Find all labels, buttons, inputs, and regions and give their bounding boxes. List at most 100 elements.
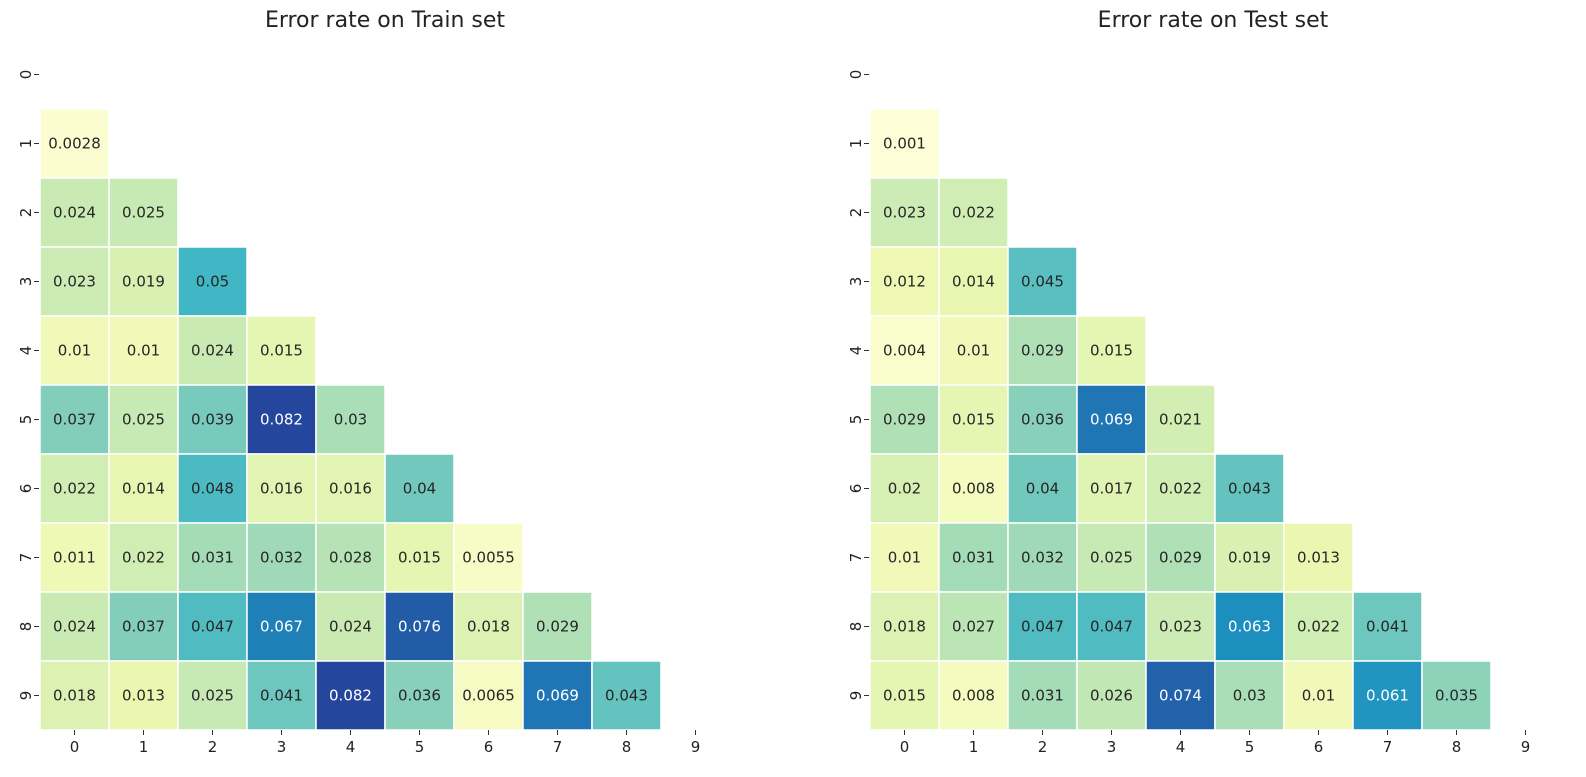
test-chart-title: Error rate on Test set [1097,8,1329,33]
test-cell-r6-c2 [1007,453,1078,524]
test-cell-r8-c1 [938,591,1009,662]
train-cell-r4-c2 [177,315,248,386]
train-y-tick-label: 7 [17,553,35,563]
test-cell-label-r7-c4: 0.029 [1159,549,1202,567]
train-cell-label-r3-c2: 0.05 [196,273,229,291]
train-cell-label-r5-c1: 0.025 [122,411,165,429]
test-cell-label-r3-c2: 0.045 [1021,273,1064,291]
train-chart-title: Error rate on Train set [264,8,506,33]
train-cell-label-r9-c2: 0.025 [191,687,234,705]
test-cell-label-r9-c0: 0.015 [883,687,926,705]
test-y-tick-label: 1 [847,139,865,149]
train-y-tick-label: 3 [17,277,35,287]
train-cell-label-r6-c3: 0.016 [260,480,303,498]
train-cell-label-r7-c0: 0.011 [53,549,96,567]
train-cell-label-r8-c7: 0.029 [536,618,579,636]
test-cell-r6-c3 [1076,453,1147,524]
test-cell-r8-c4 [1145,591,1216,662]
train-cell-label-r2-c0: 0.024 [53,204,96,222]
train-cell-r5-c2 [177,384,248,455]
test-x-tick-label: 3 [1107,738,1117,756]
test-cell-label-r3-c1: 0.014 [952,273,995,291]
train-cell-r9-c2 [177,660,248,731]
test-y-tick-label: 4 [847,346,865,356]
train-cell-r9-c7 [522,660,593,731]
train-cell-r1-c0 [39,108,110,179]
test-y-tick-label: 2 [847,208,865,218]
test-cell-label-r9-c8: 0.035 [1435,687,1478,705]
test-cell-r7-c5 [1214,522,1285,593]
test-cell-label-r6-c4: 0.022 [1159,480,1202,498]
test-cell-r7-c3 [1076,522,1147,593]
test-cell-label-r8-c4: 0.023 [1159,618,1202,636]
train-cell-label-r7-c3: 0.032 [260,549,303,567]
test-cell-r8-c2 [1007,591,1078,662]
train-cell-r6-c3 [246,453,317,524]
test-cell-label-r6-c2: 0.04 [1026,480,1059,498]
train-cell-r6-c0 [39,453,110,524]
train-x-tick-label: 8 [622,738,632,756]
train-cell-r7-c3 [246,522,317,593]
test-x-tick-label: 8 [1452,738,1462,756]
test-cell-label-r5-c2: 0.036 [1021,411,1064,429]
train-cell-r5-c4 [315,384,386,455]
train-x-tick-label: 3 [277,738,287,756]
train-cell-label-r4-c3: 0.015 [260,342,303,360]
test-cell-label-r8-c7: 0.041 [1366,618,1409,636]
test-cell-r6-c0 [869,453,940,524]
test-cell-r9-c0 [869,660,940,731]
test-cell-r2-c0 [869,177,940,248]
test-cell-label-r8-c2: 0.047 [1021,618,1064,636]
train-y-tick-label: 9 [17,691,35,701]
test-y-tick-label: 5 [847,415,865,425]
test-cell-r7-c4 [1145,522,1216,593]
train-cell-r9-c4 [315,660,386,731]
train-heatmap-panel: Error rate on Train set 0.0028 0.024 0.025… [0,0,720,777]
train-cell-label-r6-c1: 0.014 [122,480,165,498]
test-cell-r6-c1 [938,453,1009,524]
train-x-tick-label: 0 [70,738,80,756]
test-cell-label-r7-c5: 0.019 [1228,549,1271,567]
train-cell-r9-c1 [108,660,179,731]
test-cell-label-r4-c0: 0.004 [883,342,926,360]
train-cell-label-r8-c2: 0.047 [191,618,234,636]
train-cell-label-r5-c0: 0.037 [53,411,96,429]
test-cell-r3-c1 [938,246,1009,317]
test-heatmap-panel: Error rate on Test set 0.001 0.023 0.022 0.… [830,0,1550,777]
train-cell-label-r9-c4: 0.082 [329,687,372,705]
train-cell-r8-c1 [108,591,179,662]
test-cell-r4-c3 [1076,315,1147,386]
train-cell-label-r8-c6: 0.018 [467,618,510,636]
train-cell-label-r8-c3: 0.067 [260,618,303,636]
train-cell-label-r1-c0: 0.0028 [48,135,101,153]
test-cell-label-r4-c2: 0.029 [1021,342,1064,360]
train-cell-r7-c6 [453,522,524,593]
test-cell-r3-c0 [869,246,940,317]
test-cell-label-r6-c5: 0.043 [1228,480,1271,498]
test-cell-label-r6-c3: 0.017 [1090,480,1133,498]
train-cell-r8-c7 [522,591,593,662]
test-cell-label-r4-c1: 0.01 [957,342,990,360]
test-x-tick-label: 6 [1314,738,1324,756]
train-cell-r7-c0 [39,522,110,593]
train-cell-label-r8-c5: 0.076 [398,618,441,636]
test-cell-label-r9-c3: 0.026 [1090,687,1133,705]
test-cell-label-r7-c0: 0.01 [888,549,921,567]
test-y-tick-label: 7 [847,553,865,563]
test-cell-r8-c7 [1352,591,1423,662]
test-cell-label-r6-c1: 0.008 [952,480,995,498]
test-cell-label-r6-c0: 0.02 [888,480,921,498]
test-cell-r9-c1 [938,660,1009,731]
test-cell-label-r5-c1: 0.015 [952,411,995,429]
train-x-tick-label: 5 [415,738,425,756]
train-cell-label-r4-c2: 0.024 [191,342,234,360]
train-cell-label-r7-c4: 0.028 [329,549,372,567]
test-x-tick-label: 9 [1521,738,1531,756]
test-cell-label-r7-c2: 0.032 [1021,549,1064,567]
test-cell-label-r3-c0: 0.012 [883,273,926,291]
test-cell-r7-c6 [1283,522,1354,593]
train-cell-r6-c1 [108,453,179,524]
train-cell-label-r7-c6: 0.0055 [462,549,515,567]
train-y-tick-label: 6 [17,484,35,494]
train-cell-label-r9-c7: 0.069 [536,687,579,705]
